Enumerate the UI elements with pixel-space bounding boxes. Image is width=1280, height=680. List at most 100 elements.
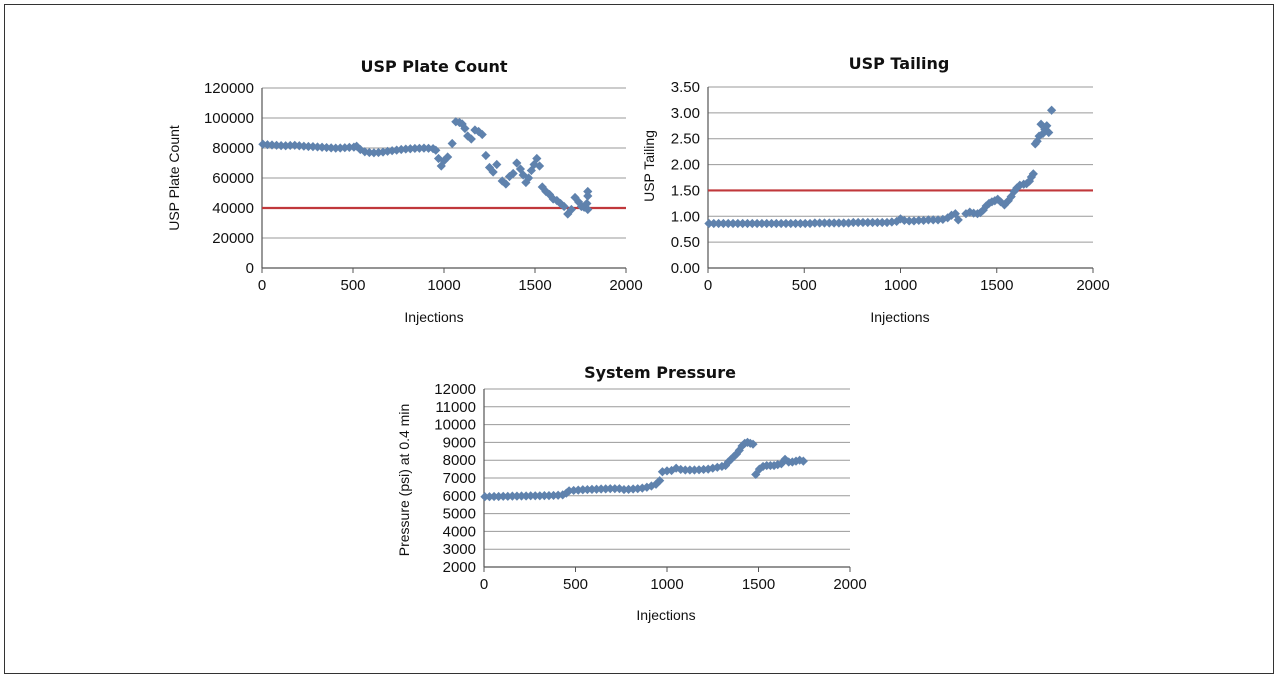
chart-2-point (877, 217, 887, 228)
chart-3-point (734, 445, 744, 456)
chart-3-ytick-label: 4000 (443, 523, 476, 540)
chart-1-xtick-label: 0 (258, 277, 266, 294)
chart-1-ytick-label: 40000 (212, 200, 254, 217)
chart-3-point (591, 484, 602, 494)
chart-3-point (723, 457, 733, 467)
chart-2-point (709, 218, 719, 229)
chart-2-point (858, 217, 868, 228)
chart-2-point (943, 213, 953, 223)
chart-3-point (564, 486, 574, 496)
chart-1-point (322, 142, 332, 153)
chart-3-point (587, 484, 597, 494)
chart-3-ytick-label: 7000 (443, 470, 476, 487)
chart-3-point (561, 488, 571, 498)
chart-2-point (776, 218, 786, 229)
chart-1-point (501, 179, 511, 189)
chart-3-tick-labels: 2000300040005000600070008000900010000110… (434, 381, 866, 593)
chart-1-ytick-label: 100000 (204, 110, 254, 127)
chart-2-point (771, 218, 781, 229)
chart-3-ytick-label: 11000 (435, 399, 476, 416)
chart-1-point (360, 147, 370, 157)
chart-1-point (431, 145, 441, 155)
chart-2-point (904, 216, 914, 226)
chart-3-point (699, 464, 709, 475)
chart-1-point (477, 129, 487, 140)
chart-1-point (512, 158, 522, 168)
chart-1-xtick-label: 1500 (518, 277, 551, 294)
chart-3-point (731, 449, 742, 459)
chart-2-point (757, 218, 767, 229)
chart-1-point (401, 144, 411, 154)
chart-2-xtick-label: 500 (792, 277, 817, 294)
chart-2-point (800, 218, 810, 229)
chart-3-point (548, 490, 559, 501)
chart-1-point (534, 161, 545, 171)
chart-1-xlabel: Injections (404, 309, 463, 325)
chart-1-point (473, 126, 484, 137)
chart-2-point (786, 218, 796, 229)
chart-3-point (703, 464, 713, 474)
chart-3-title: System Pressure (584, 363, 736, 382)
chart-3-point (726, 454, 736, 464)
chart-1-point (447, 138, 457, 149)
chart-3-xlabel: Injections (636, 607, 695, 623)
chart-2-ytick-label: 0.00 (671, 260, 700, 277)
chart-1-point (583, 186, 593, 197)
chart-2-point (766, 218, 777, 229)
chart-3-xtick-label: 1000 (650, 576, 683, 593)
chart-3-point (503, 491, 513, 501)
chart-1-point (526, 165, 536, 176)
chart-2-point (728, 218, 738, 229)
chart-2-point (819, 218, 830, 228)
chart-1-tick-labels: 0 20000 40000 60000 80000 100000 120000 0 500 100… (204, 80, 643, 294)
chart-usp-tailing: USP Tailing Injections USP Tailing 0.000… (641, 54, 1110, 325)
chart-3-point (628, 484, 638, 494)
chart-system-pressure: System Pressure Injections Pressure (psi… (396, 363, 867, 623)
chart-2-xtick-label: 1500 (980, 277, 1013, 294)
chart-3-point (651, 479, 661, 489)
chart-1-ytick-label: 0 (246, 260, 254, 277)
chart-1-point (433, 153, 444, 164)
chart-1-point (481, 150, 491, 161)
chart-3-point (646, 481, 657, 491)
chart-3-point (754, 464, 765, 474)
chart-2-point (829, 218, 839, 228)
chart-3-point (708, 463, 718, 473)
chart-1-ytick-label: 120000 (204, 80, 254, 97)
chart-1-point (355, 144, 365, 155)
chart-3-xtick-label: 0 (480, 576, 488, 593)
chart-1-point (331, 143, 341, 153)
chart-1-ytick-label: 80000 (212, 140, 254, 157)
chart-2-ytick-label: 2.00 (671, 157, 700, 174)
chart-2-point (928, 215, 938, 225)
chart-1-gridlines (261, 87, 627, 273)
chart-1-point (303, 141, 314, 152)
chart-2-point (815, 218, 825, 228)
chart-1-point (466, 134, 476, 144)
chart-2-point (950, 209, 960, 219)
chart-2-point (933, 215, 943, 225)
chart-1-xtick-label: 2000 (609, 277, 642, 294)
chart-1-point (276, 141, 286, 151)
chart-3-ytick-label: 6000 (443, 488, 476, 505)
chart-2-point (723, 218, 733, 229)
chart-1-point (463, 131, 473, 141)
chart-2-point (834, 218, 844, 228)
chart-2-xlabel: Injections (870, 309, 929, 325)
chart-1-point (488, 167, 498, 177)
chart-1-point (344, 142, 354, 152)
chart-1-point (326, 143, 336, 153)
chart-3-point (521, 491, 531, 501)
chart-3-ylabel: Pressure (psi) at 0.4 min (396, 404, 412, 557)
chart-3-point (676, 464, 686, 475)
chart-2-ytick-label: 0.50 (671, 234, 700, 251)
chart-3-ytick-label: 8000 (443, 452, 476, 469)
chart-2-ytick-label: 3.50 (671, 79, 700, 96)
chart-2-xtick-label: 1000 (884, 277, 917, 294)
chart-2-point (899, 215, 909, 226)
chart-2-point (867, 217, 878, 228)
chart-2-point (747, 218, 757, 229)
chart-1-point (583, 204, 593, 215)
chart-2-title: USP Tailing (849, 54, 950, 73)
